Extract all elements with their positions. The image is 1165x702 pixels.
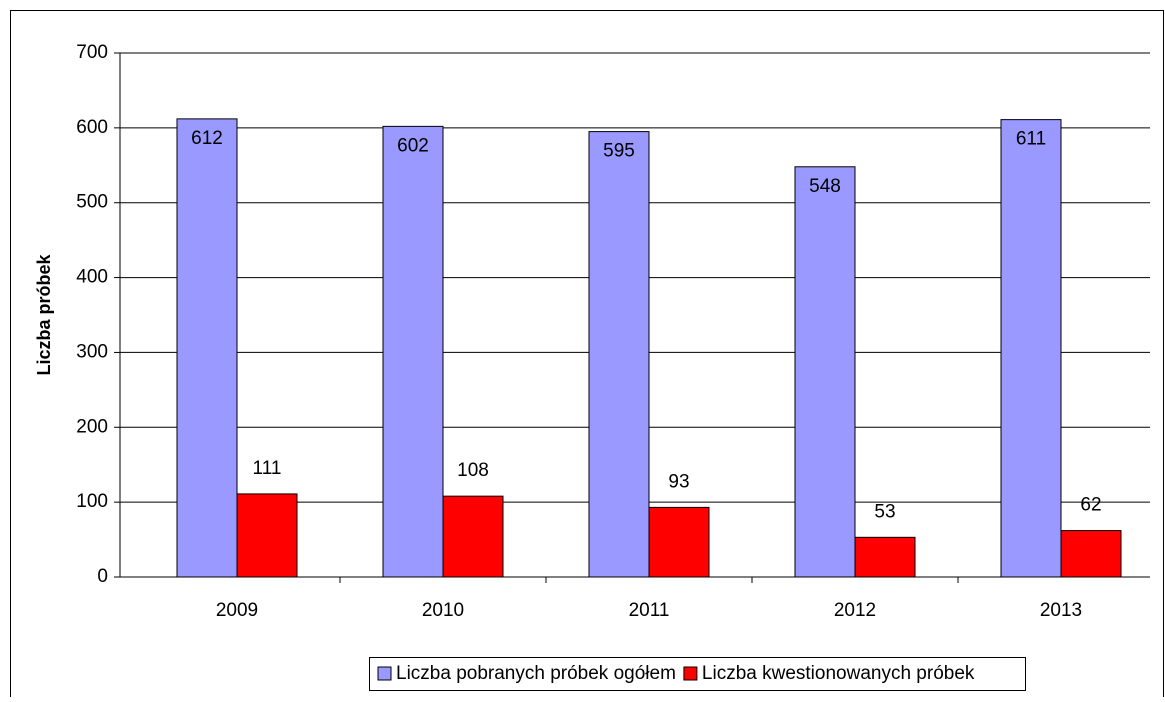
y-tick-label: 500	[76, 192, 108, 213]
data-label: 548	[809, 176, 841, 197]
data-label: 612	[191, 128, 223, 149]
legend-label: Liczba pobranych próbek ogółem	[396, 663, 676, 684]
x-tick-label: 2012	[834, 600, 876, 621]
x-tick-label: 2010	[422, 600, 464, 621]
bar	[1000, 119, 1062, 578]
bar	[648, 506, 710, 578]
bar	[176, 118, 238, 578]
y-tick-label: 200	[76, 416, 108, 437]
data-label: 611	[1016, 129, 1046, 150]
data-label: 108	[457, 460, 489, 481]
bar	[588, 131, 650, 578]
y-tick-label: 0	[97, 566, 108, 587]
data-label: 93	[668, 471, 689, 492]
bar	[236, 493, 298, 578]
bar	[854, 536, 916, 578]
legend-swatch	[683, 666, 698, 681]
bar	[442, 495, 504, 578]
data-label: 602	[397, 135, 429, 156]
bar	[794, 166, 856, 578]
data-label: 53	[874, 501, 895, 522]
y-tick-label: 600	[76, 117, 108, 138]
y-tick-label: 700	[76, 42, 108, 63]
y-tick-label: 100	[76, 491, 108, 512]
legend-label: Liczba kwestionowanych próbek	[702, 663, 975, 684]
y-axis-label: Liczba próbek	[34, 254, 54, 376]
data-label: 62	[1080, 495, 1101, 516]
legend-box	[369, 657, 1026, 691]
y-tick-label: 400	[76, 267, 108, 288]
legend-swatch	[377, 666, 392, 681]
y-tick-label: 300	[76, 341, 108, 362]
data-label: 111	[253, 458, 282, 479]
bar	[382, 125, 444, 578]
data-label: 595	[603, 141, 635, 162]
x-tick-label: 2009	[216, 600, 258, 621]
x-tick-label: 2011	[629, 600, 670, 621]
x-tick-label: 2013	[1040, 600, 1082, 621]
bar	[1060, 530, 1122, 578]
